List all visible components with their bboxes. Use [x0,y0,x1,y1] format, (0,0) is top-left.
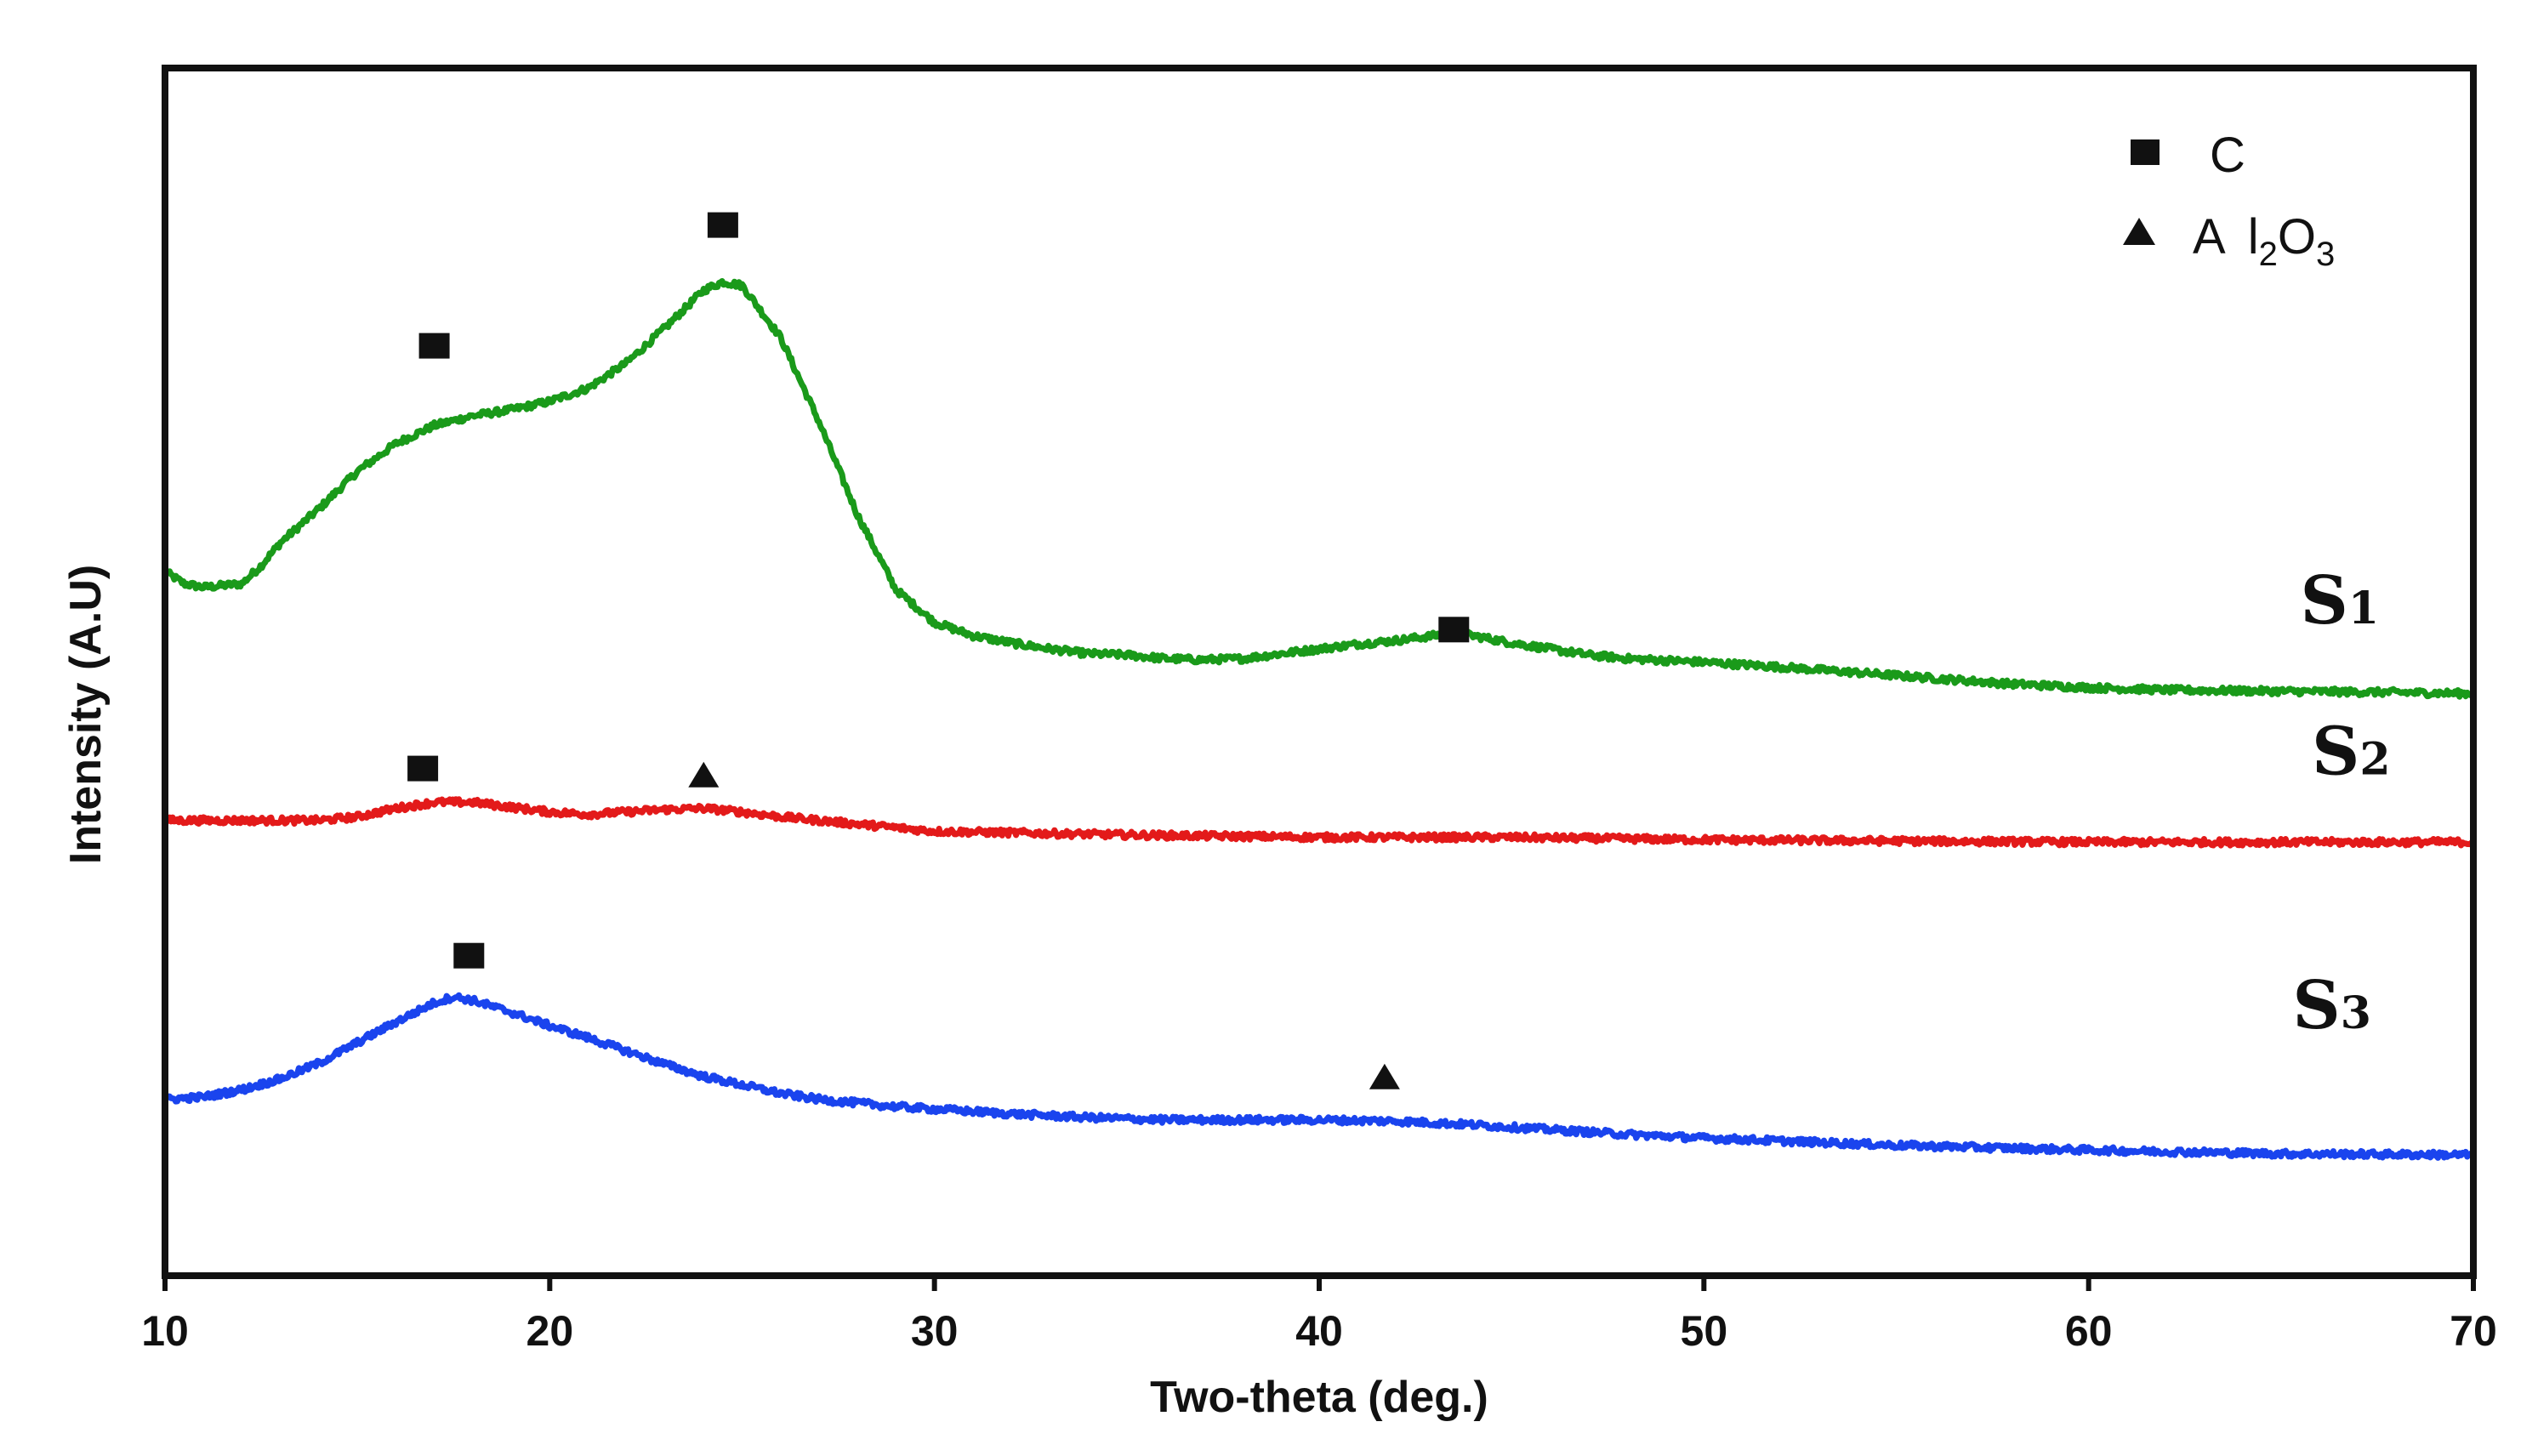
series-s3-line [162,992,2477,1161]
peak-marker-square-5 [453,942,485,969]
series-s1-line [162,278,2475,700]
x-axis-title: Two-theta (deg.) [1150,1373,1488,1422]
x-axis: 10 20 30 40 50 60 70 [141,1276,2497,1355]
legend-label-al2o3-l: l [2248,209,2259,264]
sample-label-s1-sub: 1 [2348,583,2379,634]
sample-label-s3-main: S [2292,967,2340,1044]
plot-frame [162,65,2477,1279]
plot-area [162,212,2477,1161]
legend-square-icon [2131,139,2160,165]
x-tick-label-10: 10 [141,1307,189,1355]
peak-marker-square-1 [707,212,738,238]
peak-marker-square-3 [407,755,439,782]
peak-marker-triangle-4 [688,761,720,788]
x-tick-label-40: 40 [1295,1307,1343,1355]
legend-label-al2o3-o: O [2278,209,2316,264]
sample-label-s2: S2 [2312,714,2391,791]
legend-label-c: C [2210,128,2245,183]
sample-label-s2-main: S [2312,714,2359,791]
legend-label-al2o3-sub3: 3 [2316,236,2335,273]
legend-label-al2o3-main: A [2193,209,2226,264]
peak-marker-square-0 [418,333,450,359]
series-s2-line [162,796,2476,849]
peak-marker-square-2 [1438,617,1470,643]
legend-triangle-icon [2123,218,2155,245]
x-tick-label-20: 20 [526,1307,574,1355]
sample-label-s1: S1 [2301,562,2380,640]
sample-label-s1-main: S [2301,562,2348,640]
x-tick-label-50: 50 [1681,1307,1728,1355]
x-tick-label-70: 70 [2450,1307,2497,1355]
sample-label-s2-sub: 2 [2359,734,2390,786]
sample-label-s3: S3 [2292,967,2371,1044]
sample-labels: S1 S2 S3 [2292,562,2390,1044]
peak-marker-triangle-6 [1369,1063,1400,1089]
x-tick-label-60: 60 [2065,1307,2113,1355]
sample-label-s3-sub: 3 [2341,987,2371,1039]
y-axis-title: Intensity (A.U) [61,565,111,864]
legend-label-al2o3-sub2: 2 [2259,236,2278,273]
x-tick-label-30: 30 [911,1307,959,1355]
